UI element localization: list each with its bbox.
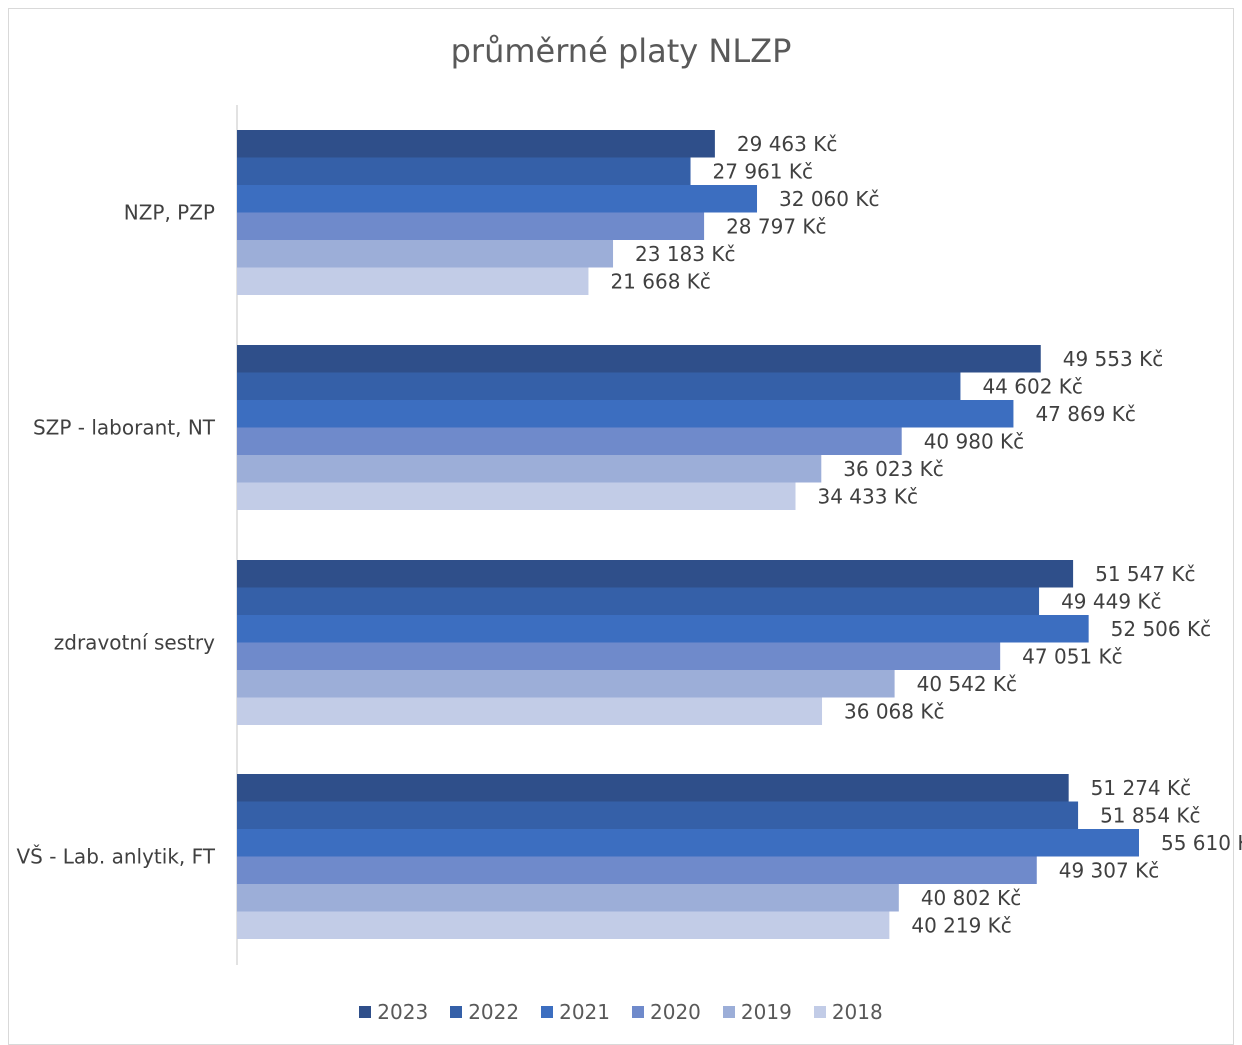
legend-item: 2021 <box>541 1000 610 1024</box>
data-label: 29 463 Kč <box>737 132 837 156</box>
legend-swatch <box>359 1006 371 1018</box>
data-label: 49 449 Kč <box>1061 589 1161 613</box>
legend-swatch <box>723 1006 735 1018</box>
legend-swatch <box>450 1006 462 1018</box>
data-label: 51 854 Kč <box>1100 803 1200 827</box>
legend-label: 2022 <box>468 1000 519 1024</box>
data-label: 51 274 Kč <box>1091 776 1191 800</box>
bar-2020 <box>237 428 902 456</box>
data-label: 36 068 Kč <box>844 699 944 723</box>
data-label: 55 610 Kč <box>1161 831 1242 855</box>
data-label: 49 307 Kč <box>1059 858 1159 882</box>
bar-2018 <box>237 698 822 726</box>
bar-2022 <box>237 802 1078 830</box>
bar-2023 <box>237 130 715 158</box>
data-label: 28 797 Kč <box>726 214 826 238</box>
bar-2021 <box>237 185 757 213</box>
legend-item: 2019 <box>723 1000 792 1024</box>
legend-label: 2021 <box>559 1000 610 1024</box>
data-label: 49 553 Kč <box>1063 347 1163 371</box>
data-label: 27 961 Kč <box>713 159 813 183</box>
bar-2019 <box>237 455 821 483</box>
category-label: zdravotní sestry <box>54 631 215 655</box>
data-label: 40 802 Kč <box>921 886 1021 910</box>
bar-2019 <box>237 240 613 268</box>
bar-2020 <box>237 643 1000 671</box>
data-label: 40 980 Kč <box>924 429 1024 453</box>
data-label: 47 869 Kč <box>1035 402 1135 426</box>
legend-swatch <box>541 1006 553 1018</box>
data-label: 52 506 Kč <box>1111 617 1211 641</box>
bar-2022 <box>237 158 691 186</box>
category-label: NZP, PZP <box>124 201 215 225</box>
category-label: VŠ - Lab. anlytik, FT <box>16 845 215 869</box>
data-label: 34 433 Kč <box>818 484 918 508</box>
legend-swatch <box>632 1006 644 1018</box>
bar-2020 <box>237 213 704 241</box>
data-label: 51 547 Kč <box>1095 562 1195 586</box>
bar-2021 <box>237 829 1139 857</box>
data-label: 40 219 Kč <box>911 913 1011 937</box>
legend-item: 2023 <box>359 1000 428 1024</box>
data-label: 21 668 Kč <box>610 269 710 293</box>
bar-2023 <box>237 345 1041 373</box>
data-label: 23 183 Kč <box>635 242 735 266</box>
data-label: 47 051 Kč <box>1022 644 1122 668</box>
legend-label: 2023 <box>377 1000 428 1024</box>
legend-item: 2022 <box>450 1000 519 1024</box>
bar-2022 <box>237 588 1039 616</box>
data-label: 32 060 Kč <box>779 187 879 211</box>
data-label: 40 542 Kč <box>917 672 1017 696</box>
legend-item: 2020 <box>632 1000 701 1024</box>
bar-2019 <box>237 670 895 698</box>
bar-2023 <box>237 774 1069 802</box>
bar-2019 <box>237 884 899 912</box>
legend-label: 2018 <box>832 1000 883 1024</box>
chart-legend: 2023 2022 2021 2020 2019 2018 <box>0 1000 1242 1024</box>
bar-2021 <box>237 400 1013 428</box>
bar-2023 <box>237 560 1073 588</box>
data-label: 44 602 Kč <box>982 374 1082 398</box>
legend-swatch <box>814 1006 826 1018</box>
legend-label: 2019 <box>741 1000 792 1024</box>
bar-2022 <box>237 373 960 401</box>
bar-2018 <box>237 268 588 296</box>
bar-2020 <box>237 857 1037 885</box>
legend-label: 2020 <box>650 1000 701 1024</box>
bar-chart: NZP, PZP 29 463 Kč 27 961 Kč 32 060 Kč 28 79… <box>0 0 1242 1000</box>
data-label: 36 023 Kč <box>843 457 943 481</box>
bar-2021 <box>237 615 1089 643</box>
category-label: SZP - laborant, NT <box>33 416 216 440</box>
bar-2018 <box>237 912 889 940</box>
legend-item: 2018 <box>814 1000 883 1024</box>
bar-2018 <box>237 483 796 511</box>
